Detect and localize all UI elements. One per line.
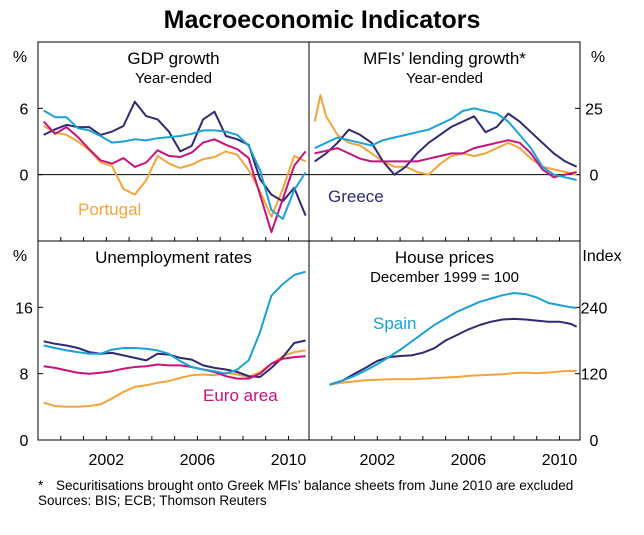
figure-title: Macroeconomic Indicators [164,6,481,34]
footnote-marker: * [38,478,44,493]
gdp-title: GDP growth [127,49,219,68]
gdp-annotation-portugal: Portugal [78,200,141,219]
gdp-series-portugal [43,125,307,218]
lending-series-spain [314,107,577,181]
lending-unit-label: % [591,49,605,66]
panel-gdp: 0 6% GDP growth Year-ended Portugal [13,49,309,241]
unemployment-xtick-label-2006: 2006 [180,452,216,469]
house-xtick-label-2010: 2010 [542,452,578,469]
sources: Sources: BIS; ECB; Thomson Reuters [38,493,267,508]
panel-lending: 0 25% MFIs’ lending growth* Year-ended Greec… [309,49,605,241]
unemployment-title: Unemployment rates [95,248,252,267]
panel-unemployment: 0 8 16% Unemployment rates Euro area 2002 2006… [13,248,307,469]
footnote-text: Securitisations brought onto Greek MFIs’… [56,478,574,493]
house-series-spain [329,292,577,386]
unemployment-series-euro-area [43,355,306,380]
house-xtick-label-2002: 2002 [360,452,396,469]
house-ytick-label-120: 120 [581,367,608,384]
house-series-portugal [329,369,577,386]
unemployment-ytick-label-16: 16 [15,300,33,317]
house-ytick-label-0: 0 [590,433,599,450]
lending-ytick-label-0: 0 [590,168,599,185]
lending-subtitle: Year-ended [406,70,483,87]
notes: * Securitisations brought onto Greek MFI… [38,478,638,508]
house-annotation-spain: Spain [373,314,416,333]
unemployment-ytick-label-0: 0 [20,433,29,450]
lending-series-euro-area [314,139,577,179]
gdp-ytick-label-6: 6 [20,101,29,118]
unemployment-unit-label: % [13,248,27,265]
gdp-ytick-label-0: 0 [20,168,29,185]
gdp-unit-label: % [13,49,27,66]
unemployment-xtick-label-2002: 2002 [89,452,125,469]
unemployment-annotation-euro-area: Euro area [203,386,278,405]
house-xtick-label-2006: 2006 [451,452,487,469]
panel-house: 0 120 240 Index House prices December 1999 = … [329,248,622,469]
gdp-series-greece [43,100,307,216]
unemployment-ytick-label-8: 8 [20,367,29,384]
unemployment-xtick-label-2010: 2010 [271,452,307,469]
unemployment-series-spain [43,270,306,375]
house-unit-label: Index [582,248,621,265]
unemployment-series-portugal [43,349,306,408]
unemployment-series-greece [43,339,306,378]
house-title: House prices [395,248,494,267]
house-subtitle: December 1999 = 100 [370,269,519,286]
lending-series-greece [314,112,578,176]
gdp-series-spain [43,109,307,220]
house-ytick-label-240: 240 [581,300,608,317]
lending-series-portugal [313,94,577,176]
lending-annotation-greece: Greece [328,187,384,206]
gdp-series-euro-area [42,120,307,234]
lending-ytick-label-25: 25 [585,101,603,118]
house-series-greece [329,317,578,386]
lending-title: MFIs’ lending growth* [363,49,526,68]
gdp-subtitle: Year-ended [135,70,212,87]
footnote: * Securitisations brought onto Greek MFI… [38,478,638,493]
